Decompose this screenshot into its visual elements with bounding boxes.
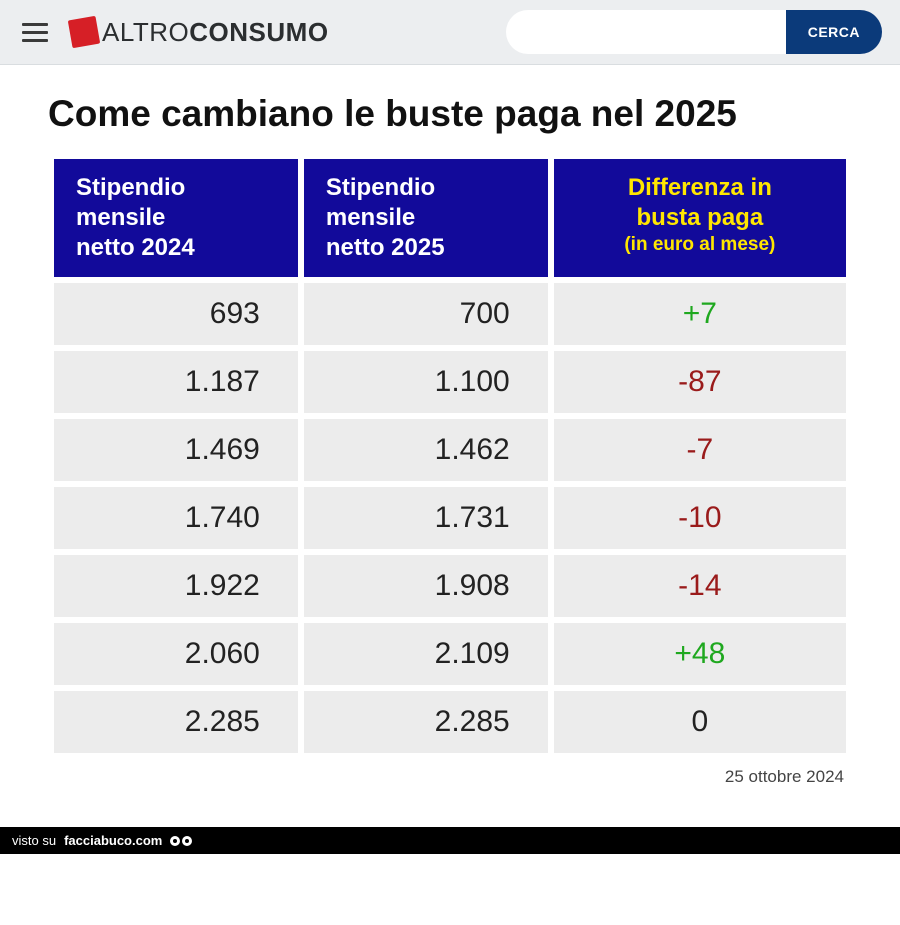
cell-2024: 2.060 bbox=[54, 623, 298, 685]
cell-2024: 1.187 bbox=[54, 351, 298, 413]
cell-2025: 2.109 bbox=[304, 623, 548, 685]
cell-2025: 1.731 bbox=[304, 487, 548, 549]
menu-icon[interactable] bbox=[18, 19, 52, 46]
cell-diff: +48 bbox=[554, 623, 846, 685]
salary-table: Stipendio mensile netto 2024 Stipendio m… bbox=[48, 153, 852, 759]
brand-logo[interactable]: ALTROCONSUMO bbox=[70, 17, 329, 48]
cell-diff: -87 bbox=[554, 351, 846, 413]
cell-diff: 0 bbox=[554, 691, 846, 753]
cell-diff: -7 bbox=[554, 419, 846, 481]
cell-2024: 1.469 bbox=[54, 419, 298, 481]
table-row: 1.7401.731-10 bbox=[54, 487, 846, 549]
eyes-icon bbox=[170, 836, 192, 846]
logo-text-part1: ALTRO bbox=[102, 17, 189, 47]
cell-2024: 693 bbox=[54, 283, 298, 345]
col-header-diff: Differenza in busta paga (in euro al mes… bbox=[554, 159, 846, 277]
logo-mark-icon bbox=[68, 16, 100, 48]
cell-2024: 1.922 bbox=[54, 555, 298, 617]
cell-2024: 2.285 bbox=[54, 691, 298, 753]
cell-2024: 1.740 bbox=[54, 487, 298, 549]
cell-diff: -14 bbox=[554, 555, 846, 617]
page-title: Come cambiano le buste paga nel 2025 bbox=[48, 93, 852, 135]
footer-site: facciabuco.com bbox=[64, 833, 162, 848]
cell-diff: +7 bbox=[554, 283, 846, 345]
cell-diff: -10 bbox=[554, 487, 846, 549]
main-content: Come cambiano le buste paga nel 2025 Sti… bbox=[0, 65, 900, 807]
cell-2025: 1.908 bbox=[304, 555, 548, 617]
cell-2025: 1.100 bbox=[304, 351, 548, 413]
search-button[interactable]: CERCA bbox=[786, 10, 882, 54]
table-row: 693700+7 bbox=[54, 283, 846, 345]
cell-2025: 700 bbox=[304, 283, 548, 345]
cell-2025: 1.462 bbox=[304, 419, 548, 481]
logo-text-part2: CONSUMO bbox=[189, 17, 328, 47]
table-row: 1.4691.462-7 bbox=[54, 419, 846, 481]
table-row: 1.1871.100-87 bbox=[54, 351, 846, 413]
publish-date: 25 ottobre 2024 bbox=[48, 767, 852, 787]
top-bar: ALTROCONSUMO CERCA bbox=[0, 0, 900, 65]
source-footer: visto su facciabuco.com bbox=[0, 827, 900, 854]
table-row: 1.9221.908-14 bbox=[54, 555, 846, 617]
search-input[interactable] bbox=[506, 10, 786, 54]
footer-prefix: visto su bbox=[12, 833, 56, 848]
search-form: CERCA bbox=[506, 10, 882, 54]
table-row: 2.2852.2850 bbox=[54, 691, 846, 753]
cell-2025: 2.285 bbox=[304, 691, 548, 753]
logo-text: ALTROCONSUMO bbox=[102, 17, 329, 48]
col-header-2024: Stipendio mensile netto 2024 bbox=[54, 159, 298, 277]
col-header-2025: Stipendio mensile netto 2025 bbox=[304, 159, 548, 277]
salary-table-body: 693700+71.1871.100-871.4691.462-71.7401.… bbox=[54, 283, 846, 753]
table-row: 2.0602.109+48 bbox=[54, 623, 846, 685]
